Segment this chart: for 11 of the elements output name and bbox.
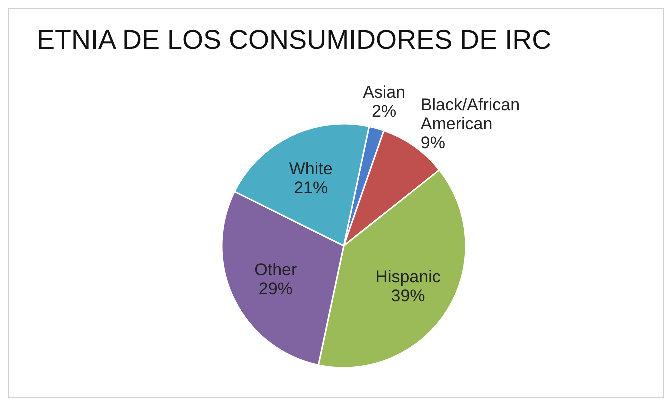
- slice-label: Black/African American: [420, 95, 520, 134]
- slice-label: Other: [254, 260, 298, 279]
- data-label: 9%: [420, 133, 446, 152]
- slice-label: Hispanic: [376, 266, 442, 286]
- slice-label: White: [289, 158, 333, 178]
- chart-title: ETNIA DE LOS CONSUMIDORES DE IRC: [37, 25, 552, 56]
- data-label: 39%: [391, 286, 426, 305]
- data-label: 2%: [372, 102, 397, 121]
- slice-label: Asian: [363, 82, 406, 102]
- data-label: 29%: [258, 278, 293, 298]
- data-label: 21%: [294, 178, 328, 197]
